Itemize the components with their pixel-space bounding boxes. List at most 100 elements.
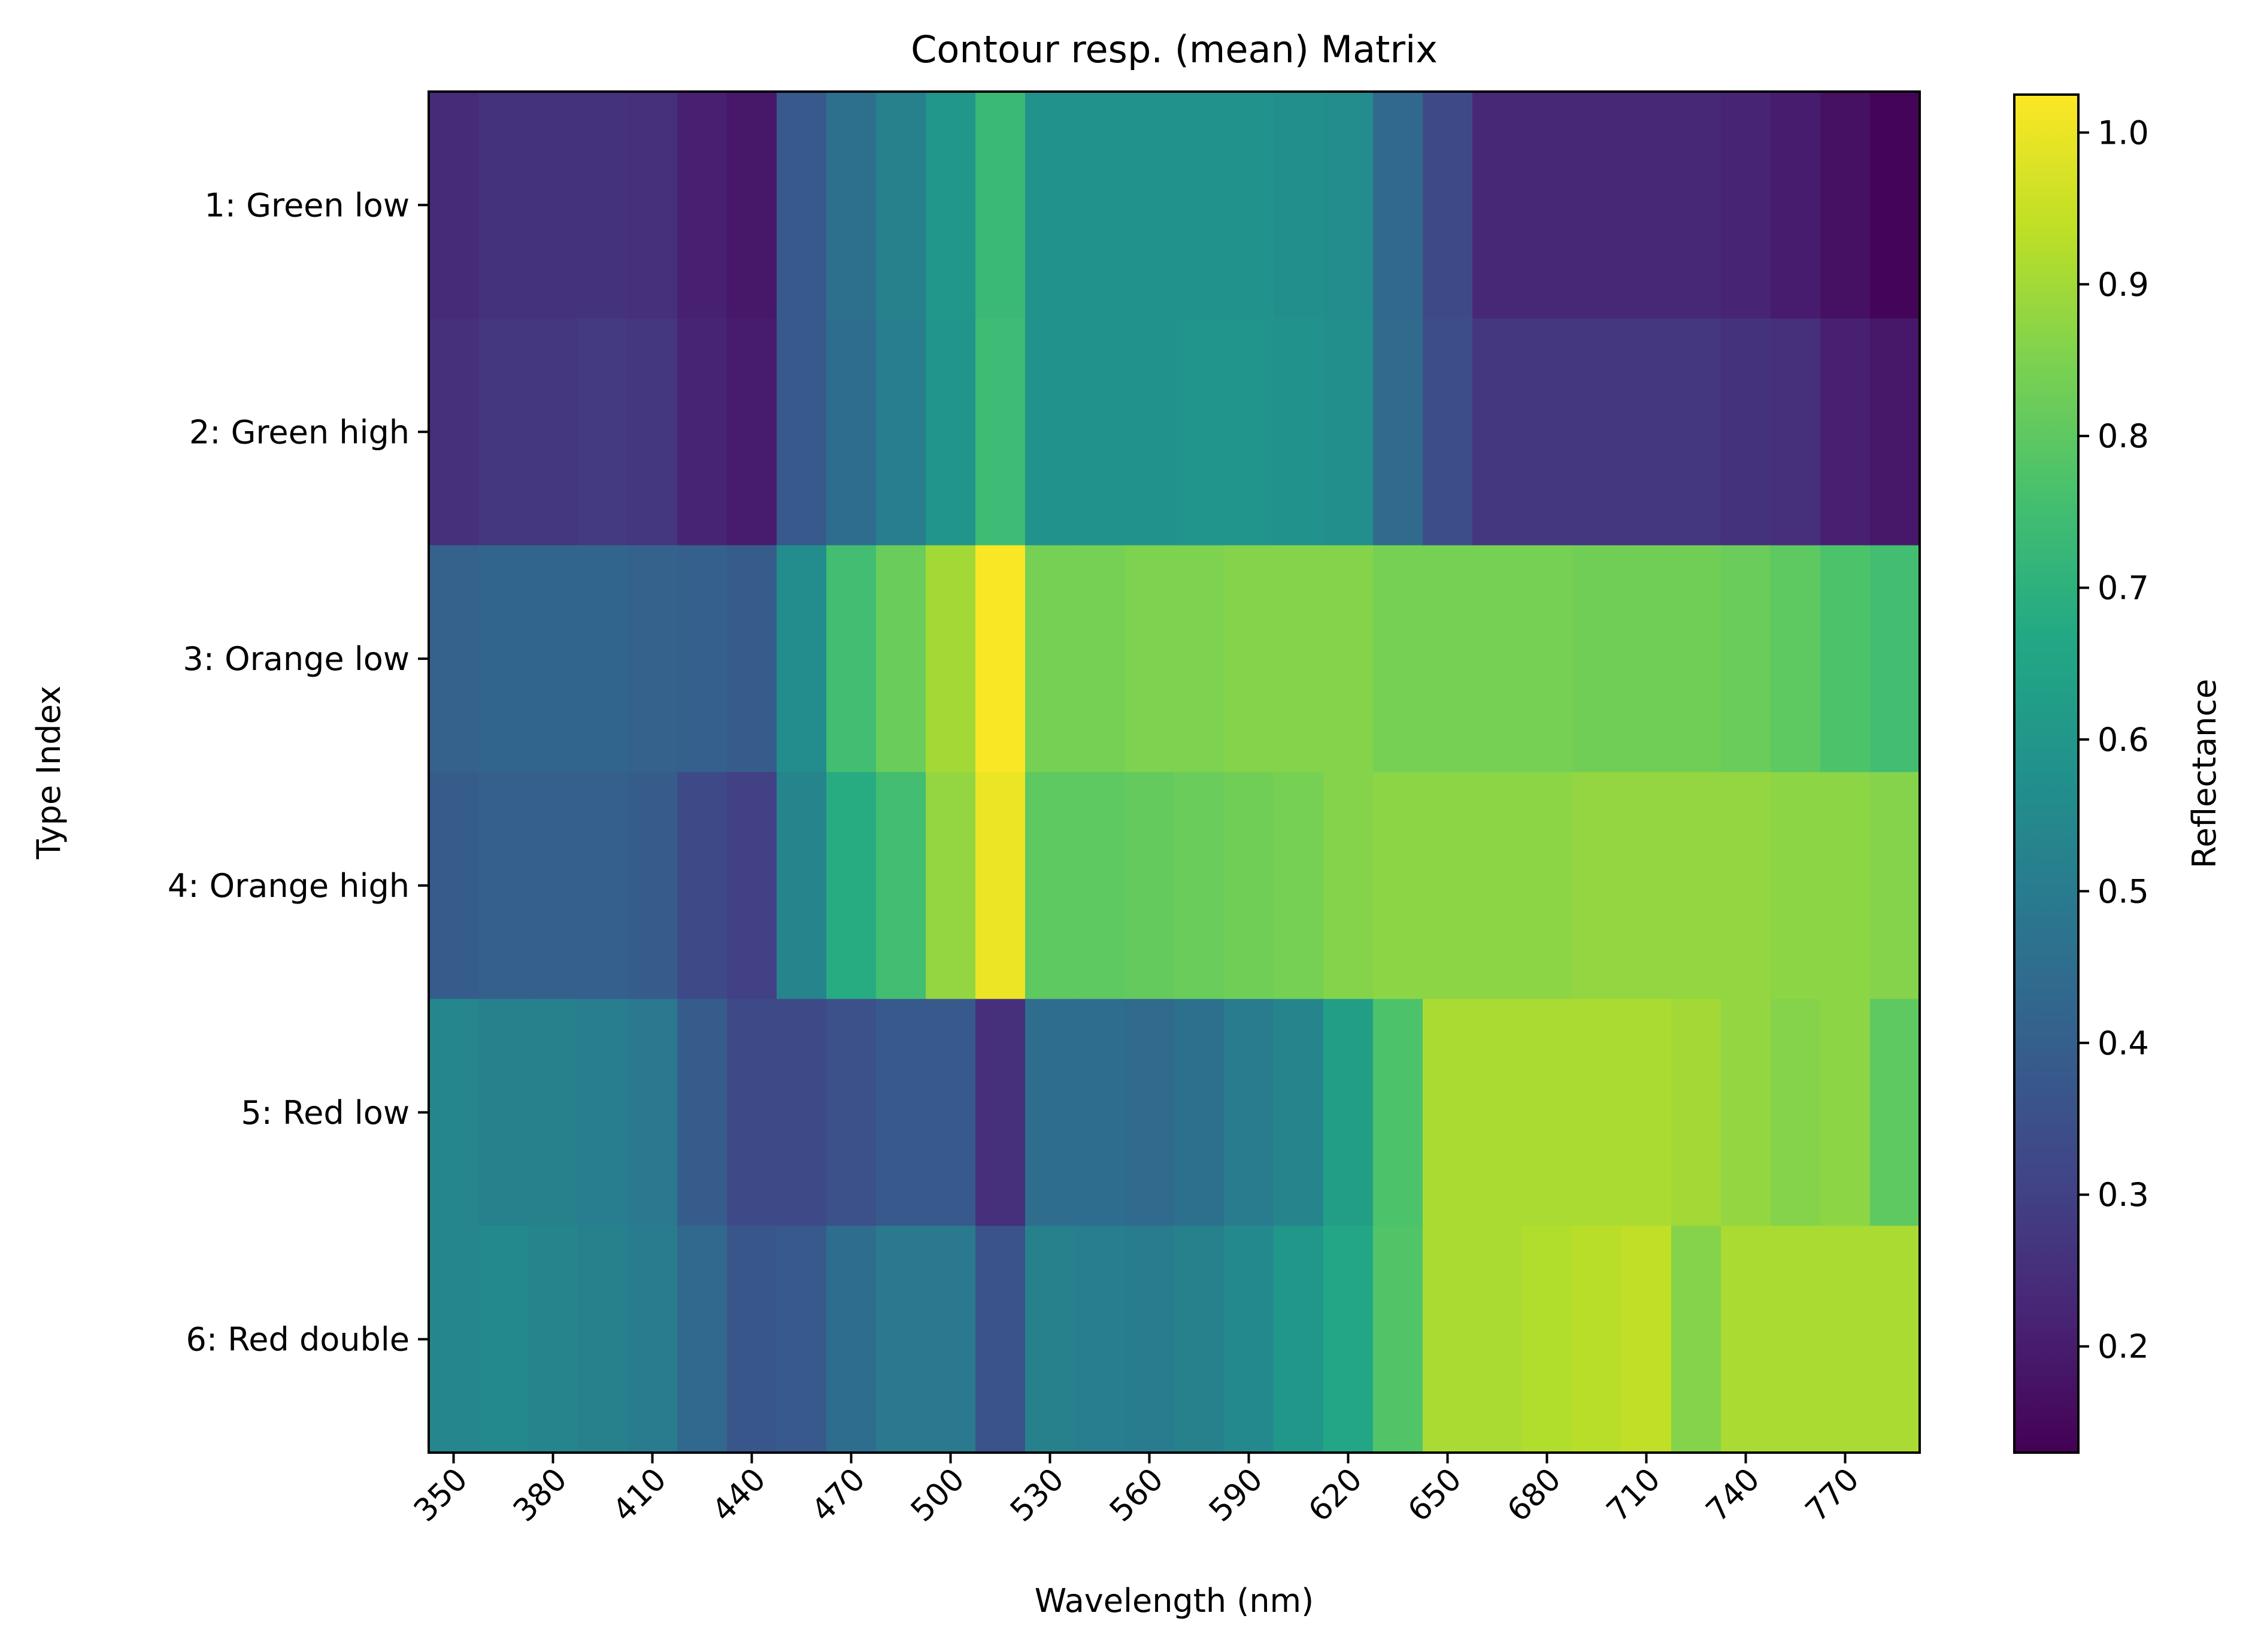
heatmap-cell [1423,545,1473,773]
heatmap-cell [1572,318,1622,546]
heatmap-cell [578,318,628,546]
heatmap-cell [1870,999,1920,1226]
heatmap-cell [1323,318,1374,546]
heatmap-cell [1025,999,1075,1226]
heatmap-cell [1621,999,1672,1226]
heatmap-cell [1174,545,1225,773]
heatmap-cell [975,772,1026,999]
colorbar-label: Reflectance [2186,679,2223,869]
heatmap-cell [1174,772,1225,999]
heatmap-cell [429,772,479,999]
heatmap-cell [1025,318,1075,546]
heatmap-cell [628,92,678,319]
colorbar-tick-label: 0.5 [2098,872,2149,910]
heatmap-cell [1423,92,1473,319]
colorbar-tick-label: 0.7 [2098,569,2149,607]
heatmap-cell [876,1226,926,1453]
heatmap-cell [1771,92,1821,319]
heatmap-cell [528,1226,578,1453]
x-tick-label: 440 [705,1462,773,1529]
heatmap-cell [727,318,777,546]
heatmap-cell [727,999,777,1226]
heatmap-cell [926,92,976,319]
heatmap-cell [1323,772,1374,999]
heatmap-cell [1423,999,1473,1226]
colorbar-tick-label: 0.9 [2098,266,2149,304]
colorbar-tick-label: 0.8 [2098,417,2149,455]
heatmap-cell [677,1226,728,1453]
heatmap-cell [1721,772,1771,999]
heatmap-cell [1671,772,1721,999]
heatmap-cell [478,545,529,773]
heatmap-cell [429,1226,479,1453]
heatmap-cell [1522,318,1572,546]
heatmap-cell [1621,1226,1672,1453]
heatmap-cell [1472,318,1523,546]
x-tick-label: 410 [606,1462,674,1529]
heatmap-cell [777,772,827,999]
x-axis-label: Wavelength (nm) [1035,1582,1314,1620]
heatmap-cell [578,772,628,999]
heatmap-cell [1075,318,1125,546]
heatmap-cell [876,772,926,999]
heatmap-cell [1373,1226,1423,1453]
heatmap-cell [1274,1226,1324,1453]
heatmap-cell [1870,1226,1920,1453]
heatmap-cell [1274,999,1324,1226]
heatmap-cell [1621,545,1672,773]
heatmap-cells [429,92,1920,1453]
heatmap-cell [826,999,877,1226]
heatmap-cell [1522,92,1572,319]
heatmap-cell [1274,318,1324,546]
y-tick-label: 6: Red double [186,1321,410,1359]
heatmap-cell [528,999,578,1226]
x-tick-label: 650 [1401,1462,1469,1529]
x-tick-label: 590 [1202,1462,1270,1529]
heatmap-cell [1721,999,1771,1226]
heatmap-cell [1472,772,1523,999]
heatmap-cell [429,545,479,773]
heatmap-cell [1671,999,1721,1226]
heatmap-cell [1125,772,1175,999]
heatmap-cell [727,772,777,999]
heatmap-cell [1174,1226,1225,1453]
heatmap-cell [727,1226,777,1453]
y-tick-label: 2: Green high [189,413,410,451]
heatmap-cell [578,92,628,319]
heatmap-cell [429,318,479,546]
heatmap-cell [876,92,926,319]
heatmap-cell [1771,772,1821,999]
heatmap-cell [578,999,628,1226]
x-tick-label: 740 [1699,1462,1767,1529]
heatmap-cell [1621,318,1672,546]
heatmap-cell [478,999,529,1226]
heatmap-cell [478,92,529,319]
heatmap-cell [677,545,728,773]
heatmap-cell [1820,92,1871,319]
heatmap-cell [1373,999,1423,1226]
heatmap-cell [926,318,976,546]
y-axis: 1: Green low 2: Green high 3: Orange low 4:… [168,186,429,1359]
heatmap-cell [1572,545,1622,773]
heatmap-cell [876,318,926,546]
heatmap-cell [1323,999,1374,1226]
heatmap-cell [1671,92,1721,319]
heatmap-cell [975,545,1026,773]
heatmap-cell [1224,545,1274,773]
heatmap-cell [1472,545,1523,773]
heatmap-cell [1820,772,1871,999]
heatmap-cell [578,1226,628,1453]
heatmap-cell [1373,772,1423,999]
heatmap-cell [926,1226,976,1453]
heatmap-cell [1224,318,1274,546]
colorbar-tick-label: 0.6 [2098,721,2149,759]
heatmap-cell [1174,318,1225,546]
heatmap-cell [1522,772,1572,999]
heatmap-cell [1025,92,1075,319]
heatmap-cell [926,545,976,773]
heatmap-cell [1870,318,1920,546]
y-tick-label: 5: Red low [241,1094,410,1132]
heatmap-cell [1075,1226,1125,1453]
heatmap-cell [1174,999,1225,1226]
